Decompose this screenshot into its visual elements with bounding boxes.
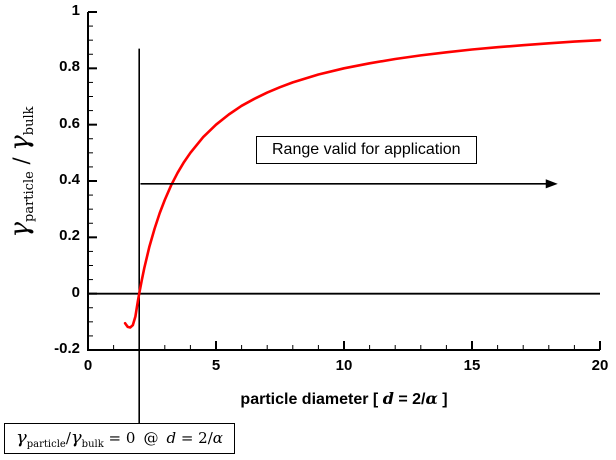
x-tick-label: 20	[591, 357, 609, 374]
data-curve	[123, 38, 602, 329]
y-tick-label: 0.2	[59, 227, 80, 245]
range-valid-annotation-text: Range valid for application	[272, 141, 461, 158]
alpha-symbol: α	[212, 429, 223, 447]
y-tick-label: 0.4	[59, 171, 80, 188]
footnote-annotation-box: γparticle/γbulk = 0 @ d = 2/α	[4, 423, 235, 454]
at-symbol: @	[143, 429, 159, 447]
x-tick-label: 10	[335, 357, 353, 374]
gamma-symbol: γ	[16, 427, 27, 448]
y-tick-label: -0.2	[54, 340, 80, 357]
gamma-symbol: γ	[70, 427, 82, 448]
footnote-equation: = 2/	[176, 429, 213, 447]
x-tick-label: 15	[463, 357, 481, 374]
gamma-symbol: γ	[4, 135, 35, 151]
ratio-separator: /	[8, 150, 33, 172]
x-axis-label-close-bracket: ]	[437, 391, 448, 408]
y-tick-label: 0.6	[59, 114, 80, 132]
range-valid-annotation-box: Range valid for application	[256, 136, 477, 164]
x-axis-label-equation: = 2/	[393, 391, 426, 408]
y-tick-label: 0	[71, 283, 80, 301]
diameter-variable: d	[166, 429, 177, 447]
bulk-subscript: bulk	[81, 439, 104, 450]
diameter-variable: d	[382, 389, 394, 408]
alpha-symbol: α	[425, 389, 438, 408]
footnote-slash: /	[65, 429, 71, 447]
y-tick-label: 1	[71, 2, 80, 19]
x-tick-label: 5	[211, 357, 221, 374]
x-tick-label: 0	[83, 357, 93, 374]
footnote-equals-zero: = 0	[103, 429, 136, 447]
particle-subscript: particle	[26, 439, 66, 450]
range-arrow-head	[545, 179, 558, 189]
x-axis-label: particle diameter [ d = 2/α ]	[240, 389, 447, 409]
x-axis-label-text: particle diameter [	[240, 391, 383, 408]
y-tick-label: 0.8	[59, 58, 80, 76]
